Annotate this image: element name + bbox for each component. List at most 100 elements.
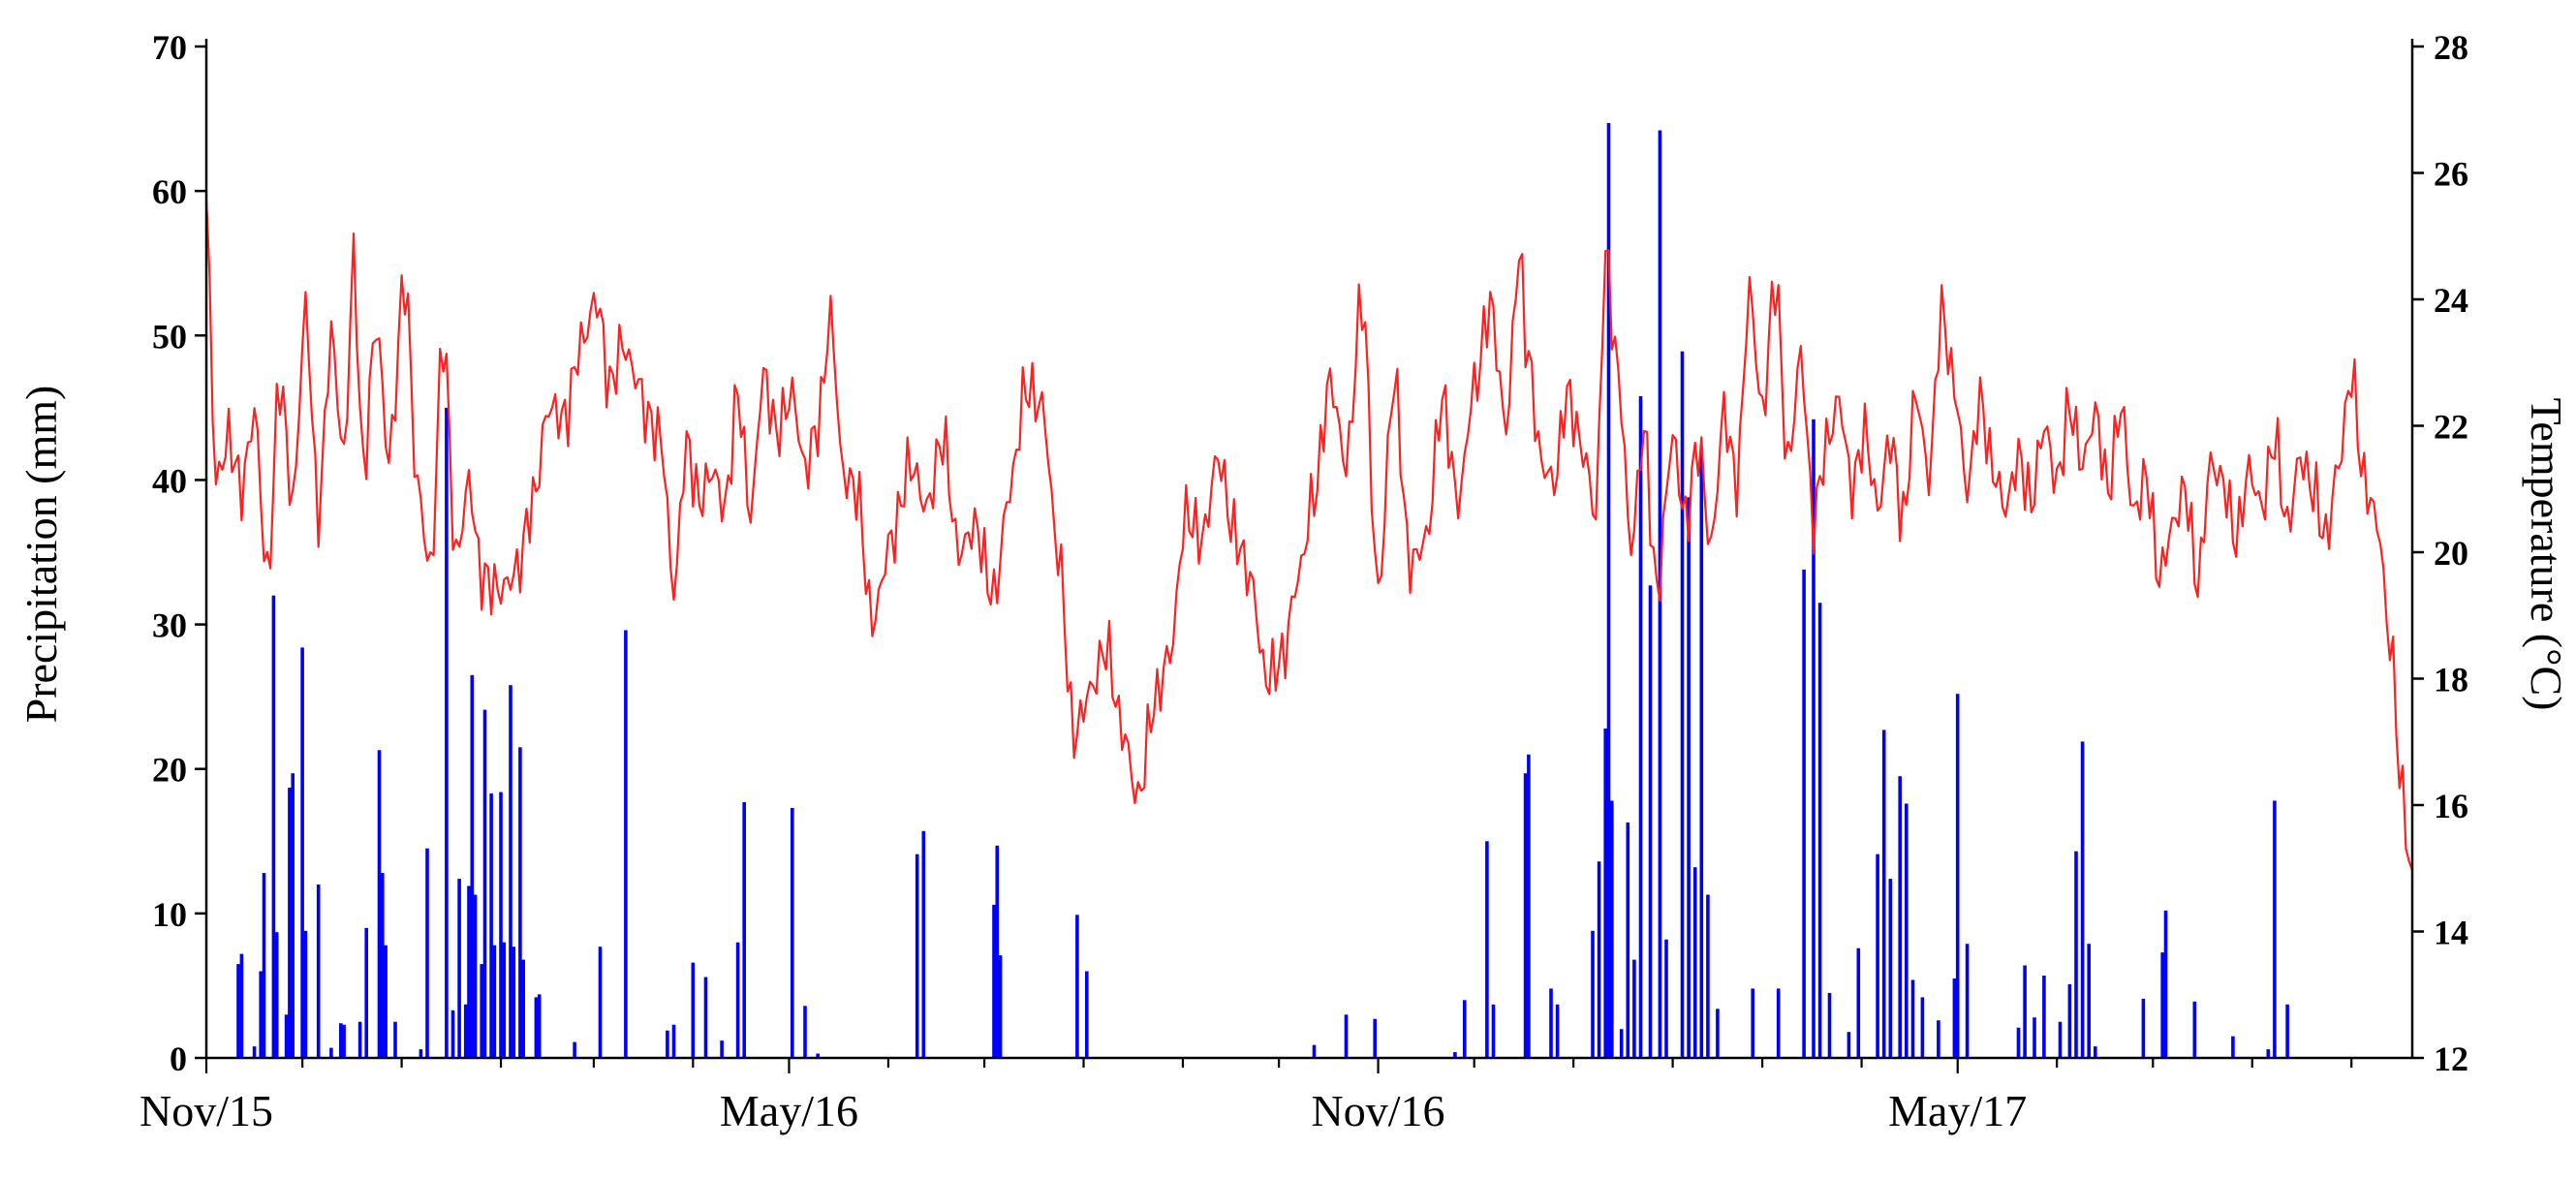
precipitation-bar	[339, 1023, 343, 1058]
precipitation-bar	[1910, 979, 1915, 1058]
precipitation-bar	[1523, 773, 1528, 1058]
precipitation-bar	[537, 994, 542, 1058]
precipitation-bar	[1312, 1044, 1317, 1058]
precipitation-bar	[1626, 822, 1630, 1058]
precipitation-bar	[262, 873, 266, 1058]
precipitation-bar	[1716, 1009, 1720, 1058]
y-axis-left-title: Precipitation (mm)	[16, 386, 66, 724]
precipitation-bar	[512, 947, 516, 1058]
precipitation-bar	[1776, 988, 1781, 1058]
y-right-tick-label: 26	[2434, 155, 2468, 194]
y-left-tick-label: 30	[152, 606, 187, 645]
precipitation-bar	[2033, 1017, 2036, 1058]
precipitation-bar	[1549, 988, 1553, 1058]
precipitation-bar	[1597, 861, 1601, 1058]
precipitation-bar	[1603, 729, 1607, 1058]
precipitation-bar	[1075, 915, 1079, 1058]
precipitation-bar	[2141, 998, 2146, 1058]
precipitation-bar	[1706, 894, 1710, 1058]
axes: 0 10 20 30 40 50 60 70 12 14 16 18 20 22 24 26 28 Nov/15 M…	[140, 28, 2468, 1135]
x-tick-label: May/17	[1888, 1086, 2027, 1135]
precipitation-bar	[1856, 947, 1861, 1058]
x-tick-label: May/16	[720, 1086, 858, 1135]
precipitation-bar	[1898, 776, 1902, 1058]
precipitation-bar	[1619, 1029, 1624, 1058]
precipitation-bar	[518, 747, 522, 1058]
precipitation-bar	[534, 997, 539, 1058]
precipitation-bar	[2192, 1001, 2197, 1058]
precipitation-bar	[499, 792, 503, 1058]
precipitation-bar	[992, 904, 996, 1058]
precipitation-bar	[303, 930, 308, 1058]
precipitation-bar	[791, 808, 794, 1058]
precipitation-bar	[1606, 123, 1611, 1058]
precipitation-bar	[742, 802, 746, 1058]
precipitation-bar	[1817, 603, 1822, 1058]
y-left-tick-label: 60	[152, 172, 187, 211]
precipitation-bar	[1802, 569, 1806, 1058]
precipitation-bar	[2231, 1036, 2235, 1058]
precipitation-bar	[1632, 959, 1636, 1058]
precipitation-bar	[239, 953, 244, 1058]
precipitation-bar	[470, 674, 475, 1058]
precipitation-bars	[236, 123, 2289, 1059]
y-left-tick-label: 0	[170, 1040, 187, 1078]
y-left-tick-label: 40	[152, 461, 187, 500]
y-right-tick-label: 14	[2434, 914, 2468, 952]
precipitation-bar	[236, 964, 240, 1058]
precipitation-bar	[803, 1006, 807, 1058]
precipitation-bar	[2067, 983, 2072, 1058]
temperature-line	[204, 199, 2414, 871]
precipitation-bar	[2285, 1004, 2289, 1058]
precipitation-bar	[492, 945, 497, 1058]
precipitation-bar	[284, 1014, 289, 1058]
y-left-tick-label: 20	[152, 751, 187, 790]
precipitation-bar	[1610, 800, 1614, 1058]
precipitation-bar	[489, 793, 493, 1058]
x-tick-label: Nov/16	[1312, 1086, 1445, 1135]
precipitation-bar	[2273, 800, 2277, 1058]
precipitation-bar	[691, 962, 696, 1058]
precipitation-bar	[1680, 351, 1685, 1058]
y-left-tick-label: 50	[152, 317, 187, 356]
precipitation-bar	[1827, 992, 1832, 1058]
precipitation-bar	[1812, 419, 1816, 1058]
precipitation-bar	[624, 630, 628, 1058]
precipitation-bar	[1664, 939, 1668, 1058]
y-right-tick-label: 28	[2434, 28, 2468, 67]
precipitation-bar	[1876, 854, 1879, 1058]
precipitation-bar	[381, 873, 385, 1058]
precipitation-bar	[2160, 952, 2164, 1058]
precipitation-bar	[291, 773, 295, 1058]
precipitation-bar	[998, 955, 1003, 1058]
precipitation-bar	[2023, 965, 2027, 1058]
precipitation-bar	[915, 854, 919, 1058]
precipitation-bar	[1491, 1004, 1496, 1058]
y-right-tick-label: 18	[2434, 661, 2468, 699]
y-right-tick-label: 20	[2434, 534, 2468, 573]
precipitation-bar	[1847, 1032, 1851, 1058]
precipitation-bar	[1692, 867, 1697, 1058]
precipitation-bar	[2266, 1049, 2271, 1058]
precipitation-bar	[467, 885, 471, 1058]
precipitation-bar	[425, 848, 429, 1058]
precipitation-bar	[342, 1024, 346, 1058]
precipitation-bar	[1920, 997, 1925, 1058]
precipitation-bar	[329, 1047, 333, 1058]
precipitation-bar	[384, 945, 388, 1058]
precipitation-bar	[450, 1009, 455, 1058]
precipitation-bar	[2074, 851, 2078, 1058]
precipitation-bar	[300, 647, 304, 1058]
precipitation-bar	[480, 964, 483, 1058]
precipitation-bar	[288, 788, 292, 1058]
precipitation-bar	[482, 709, 487, 1058]
precipitation-bar	[921, 830, 926, 1058]
precipitation-bar	[1638, 395, 1643, 1058]
precipitation-bar	[1648, 585, 1653, 1058]
precipitation-bar	[2087, 944, 2091, 1058]
precipitation-bar	[1952, 978, 1957, 1058]
y-right-tick-label: 24	[2434, 281, 2468, 320]
precipitation-bar	[573, 1041, 576, 1058]
y-left-tick-label: 70	[152, 28, 187, 67]
